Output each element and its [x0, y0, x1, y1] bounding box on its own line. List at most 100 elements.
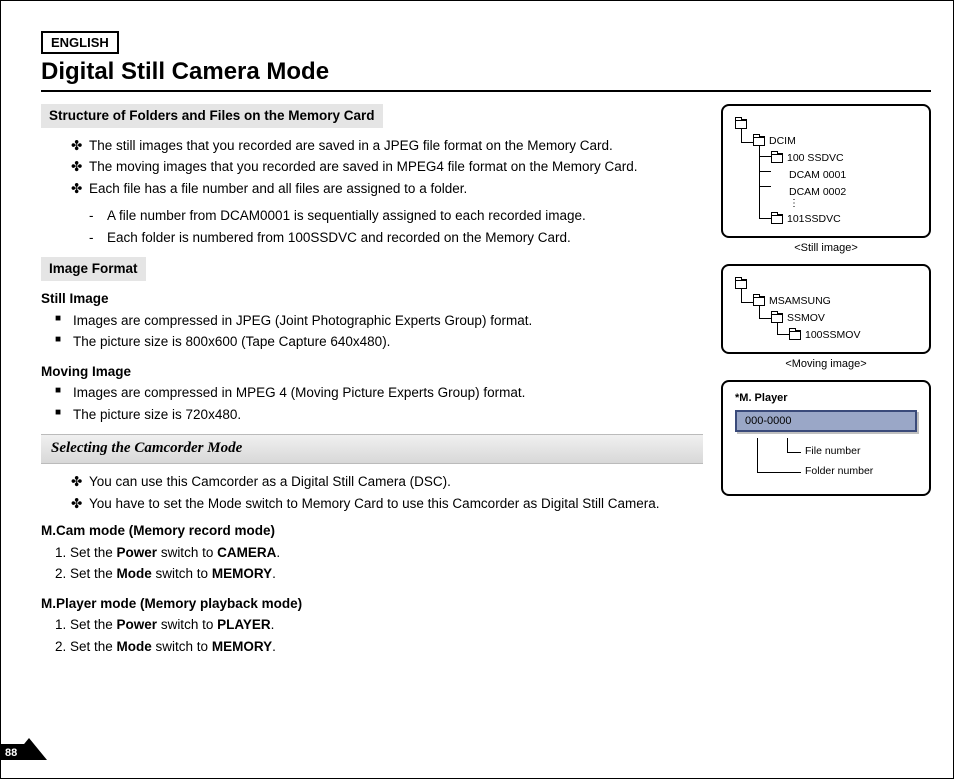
subhead-moving: Moving Image [41, 362, 703, 382]
step-item: 1. Set the Power switch to CAMERA. [55, 543, 703, 563]
text: switch to [152, 639, 212, 654]
tree-line [759, 156, 771, 157]
mplayer-code-box: 000-0000 [735, 410, 917, 432]
right-column: DCIM 100 SSDVC DCAM 0001 DCAM 0002 ⋮ 101… [721, 104, 931, 667]
text: . [272, 639, 276, 654]
manual-page: ENGLISH Digital Still Camera Mode Struct… [0, 0, 954, 779]
bullet-item: The moving images that you recorded are … [71, 157, 703, 177]
tree-row: 101SSDVC [771, 211, 921, 227]
text: 2. Set the [55, 639, 117, 654]
bullet-list: You can use this Camcorder as a Digital … [71, 472, 703, 513]
content: Structure of Folders and Files on the Me… [41, 104, 931, 667]
square-item: The picture size is 720x480. [55, 405, 703, 425]
line [757, 472, 801, 473]
text: switch to [157, 617, 217, 632]
tree-row [735, 276, 921, 292]
text: 1. Set the [55, 617, 117, 632]
text: . [271, 617, 275, 632]
numbered-list: 1. Set the Power switch to PLAYER. 2. Se… [55, 615, 703, 656]
tree-row: DCAM 0001 [789, 167, 921, 183]
panel-caption: <Still image> [721, 242, 931, 254]
tree-label: MSAMSUNG [769, 295, 831, 307]
text: . [276, 545, 280, 560]
text-bold: CAMERA [217, 545, 276, 560]
line [787, 452, 801, 453]
tree-line [759, 186, 771, 187]
tree-row: 100 SSDVC [771, 150, 921, 166]
bullet-item: You have to set the Mode switch to Memor… [71, 494, 703, 514]
tree-dots: ⋮ [789, 201, 921, 211]
page-title: Digital Still Camera Mode [41, 58, 931, 92]
page-number: 88 [5, 747, 17, 759]
tree-line [759, 318, 771, 319]
text-bold: MEMORY [212, 639, 272, 654]
bullet-item: The still images that you recorded are s… [71, 136, 703, 156]
text: switch to [157, 545, 217, 560]
tree-label: 100 SSDVC [787, 152, 844, 164]
language-badge: ENGLISH [41, 31, 119, 54]
tree-panel-still: DCIM 100 SSDVC DCAM 0001 DCAM 0002 ⋮ 101… [721, 104, 931, 238]
tree-line [741, 302, 753, 303]
tree-label: DCIM [769, 135, 796, 147]
square-list: Images are compressed in JPEG (Joint Pho… [55, 311, 703, 352]
section-header-format: Image Format [41, 257, 146, 281]
subhead-mplayer: M.Player mode (Memory playback mode) [41, 594, 703, 614]
text-bold: Power [117, 617, 158, 632]
folder-icon [771, 214, 783, 224]
tree-row: MSAMSUNG [753, 293, 921, 309]
text: 2. Set the [55, 566, 117, 581]
folder-icon [753, 136, 765, 146]
folder-icon [789, 330, 801, 340]
left-column: Structure of Folders and Files on the Me… [41, 104, 703, 667]
section-bar-selecting: Selecting the Camcorder Mode [41, 434, 703, 464]
text-bold: Power [117, 545, 158, 560]
text-bold: Mode [117, 566, 152, 581]
tree-label: 101SSDVC [787, 213, 841, 225]
text: . [272, 566, 276, 581]
square-list: Images are compressed in MPEG 4 (Moving … [55, 383, 703, 424]
tree-row: DCAM 0002 [789, 184, 921, 200]
step-item: 2. Set the Mode switch to MEMORY. [55, 637, 703, 657]
text: switch to [152, 566, 212, 581]
tree-line [741, 142, 753, 143]
tree-row: 100SSMOV [789, 327, 921, 343]
tree-row [735, 116, 921, 132]
numbered-list: 1. Set the Power switch to CAMERA. 2. Se… [55, 543, 703, 584]
mplayer-title: *M. Player [735, 392, 921, 404]
folder-icon [771, 153, 783, 163]
tree-panel-moving: MSAMSUNG SSMOV 100SSMOV [721, 264, 931, 354]
square-item: The picture size is 800x600 (Tape Captur… [55, 332, 703, 352]
square-item: Images are compressed in MPEG 4 (Moving … [55, 383, 703, 403]
sub-item: A file number from DCAM0001 is sequentia… [89, 206, 703, 226]
folder-icon [753, 296, 765, 306]
subhead-still: Still Image [41, 289, 703, 309]
step-item: 1. Set the Power switch to PLAYER. [55, 615, 703, 635]
section-header-structure: Structure of Folders and Files on the Me… [41, 104, 383, 128]
square-item: Images are compressed in JPEG (Joint Pho… [55, 311, 703, 331]
folder-icon [771, 313, 783, 323]
folder-icon [735, 279, 747, 289]
legend-folder: Folder number [805, 465, 873, 477]
step-item: 2. Set the Mode switch to MEMORY. [55, 564, 703, 584]
folder-tree: MSAMSUNG SSMOV 100SSMOV [731, 276, 921, 343]
bullet-list: The still images that you recorded are s… [71, 136, 703, 199]
tree-label: DCAM 0001 [789, 169, 846, 181]
text-bold: Mode [117, 639, 152, 654]
tree-line [759, 171, 771, 172]
tree-label: SSMOV [787, 312, 825, 324]
page-number-badge: 88 [1, 736, 49, 760]
panel-caption: <Moving image> [721, 358, 931, 370]
bullet-item: You can use this Camcorder as a Digital … [71, 472, 703, 492]
folder-tree: DCIM 100 SSDVC DCAM 0001 DCAM 0002 ⋮ 101… [731, 116, 921, 227]
tree-row: SSMOV [771, 310, 921, 326]
text-bold: PLAYER [217, 617, 271, 632]
tree-label: DCAM 0002 [789, 186, 846, 198]
legend-file: File number [805, 445, 860, 457]
folder-icon [735, 119, 747, 129]
tree-label: 100SSMOV [805, 329, 860, 341]
sub-item: Each folder is numbered from 100SSDVC an… [89, 228, 703, 248]
text-bold: MEMORY [212, 566, 272, 581]
tree-row: DCIM [753, 133, 921, 149]
tree-line [777, 334, 789, 335]
bullet-item: Each file has a file number and all file… [71, 179, 703, 199]
